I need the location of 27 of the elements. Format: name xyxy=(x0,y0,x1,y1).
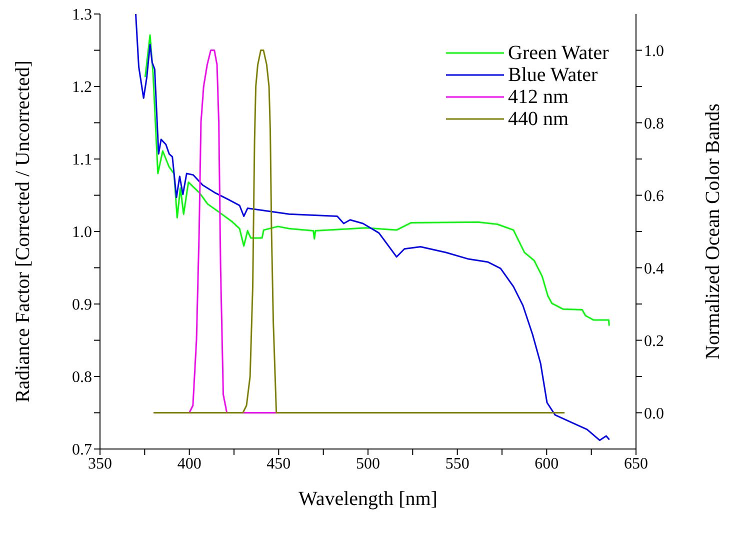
legend-label: Blue Water xyxy=(508,64,598,86)
x-tick-label: 450 xyxy=(266,455,291,472)
x-tick-label: 600 xyxy=(534,455,559,472)
y2-tick-label: 0.0 xyxy=(644,405,664,422)
y2-tick-label: 0.4 xyxy=(644,260,664,278)
y-tick-label: 0.9 xyxy=(72,296,92,314)
y-tick-label: 1.3 xyxy=(72,6,92,24)
y2-tick-label: 0.8 xyxy=(644,115,664,132)
y-tick-label: 1.0 xyxy=(72,224,92,242)
y2-axis-title: Normalized Ocean Color Bands xyxy=(702,103,724,360)
y2-tick-label: 1.0 xyxy=(644,42,664,60)
x-tick-label: 500 xyxy=(356,455,380,472)
y-tick-label: 1.1 xyxy=(72,152,92,169)
legend-label: Green Water xyxy=(508,42,609,64)
line-series xyxy=(134,14,610,442)
x-tick-label: 550 xyxy=(445,455,470,472)
legend-label: 440 nm xyxy=(508,108,569,130)
y-tick-label: 0.8 xyxy=(72,369,92,386)
y-tick-label: 1.2 xyxy=(72,79,92,96)
x-axis-title: Wavelength [nm] xyxy=(298,488,438,510)
line-series xyxy=(144,34,610,326)
x-tick-label: 400 xyxy=(177,455,202,472)
y2-tick-label: 0.2 xyxy=(644,332,664,350)
x-tick-label: 650 xyxy=(624,455,648,472)
y-axis-title: Radiance Factor [Corrected / Uncorrected] xyxy=(12,60,34,403)
y2-tick-label: 0.6 xyxy=(644,188,664,205)
legend-label: 412 nm xyxy=(508,86,569,108)
